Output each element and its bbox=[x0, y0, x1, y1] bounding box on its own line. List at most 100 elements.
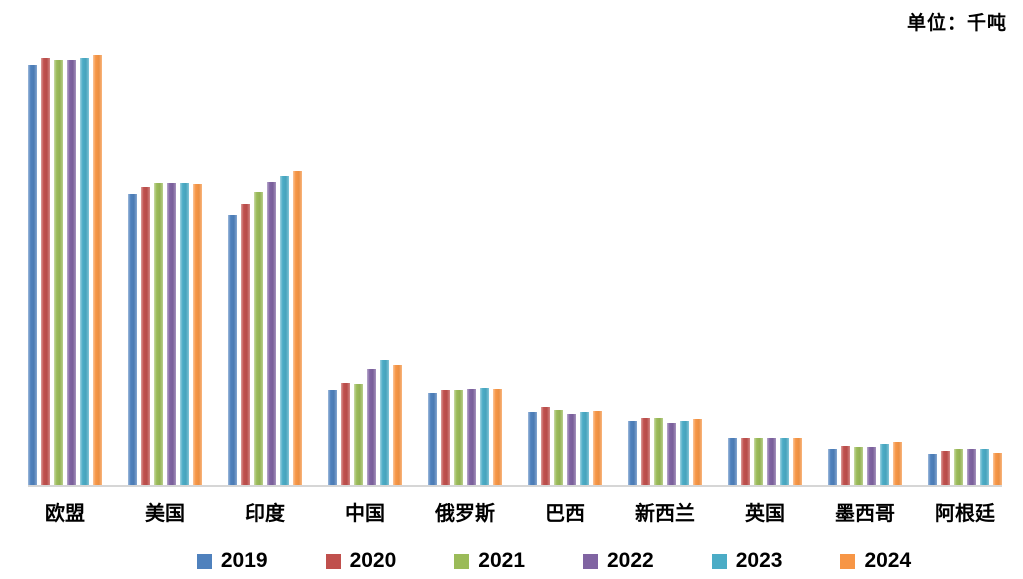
bar-2020 bbox=[441, 390, 450, 485]
bar-2019 bbox=[628, 421, 637, 485]
legend-swatch-icon bbox=[196, 553, 212, 569]
bar-group: 巴西 bbox=[528, 22, 602, 525]
bar-2024 bbox=[593, 411, 602, 485]
category-label: 阿根廷 bbox=[935, 503, 995, 525]
bar-group: 欧盟 bbox=[28, 22, 102, 525]
bar-2024 bbox=[893, 442, 902, 485]
bar-2023 bbox=[680, 421, 689, 485]
bar-group: 中国 bbox=[328, 22, 402, 525]
legend-label: 2024 bbox=[864, 549, 912, 572]
bar-2019 bbox=[828, 449, 837, 485]
legend-swatch-icon bbox=[325, 553, 341, 569]
bar-2024 bbox=[793, 438, 802, 485]
bar-2021 bbox=[654, 418, 663, 485]
category-label: 英国 bbox=[745, 503, 785, 525]
legend-item-2019: 2019 bbox=[196, 549, 268, 573]
bar-2023 bbox=[780, 438, 789, 485]
bar-2023 bbox=[480, 388, 489, 485]
category-label: 新西兰 bbox=[635, 503, 695, 525]
legend-swatch-icon bbox=[840, 553, 856, 569]
bar-2019 bbox=[328, 390, 337, 485]
category-label: 欧盟 bbox=[45, 503, 85, 525]
bar-2022 bbox=[567, 414, 576, 485]
bar-2023 bbox=[580, 412, 589, 485]
category-label: 巴西 bbox=[545, 503, 585, 525]
legend-item-2023: 2023 bbox=[711, 549, 783, 573]
bar-2022 bbox=[267, 182, 276, 485]
bar-2023 bbox=[380, 360, 389, 485]
legend-swatch-icon bbox=[583, 553, 598, 569]
bar-2022 bbox=[867, 447, 876, 485]
bar-2021 bbox=[54, 60, 63, 485]
bar-2020 bbox=[241, 204, 250, 485]
bar-2024 bbox=[993, 453, 1002, 485]
bar-2023 bbox=[80, 58, 89, 485]
bar-2022 bbox=[767, 438, 776, 485]
bar-2021 bbox=[854, 447, 863, 485]
legend-label: 2021 bbox=[478, 549, 525, 572]
bar-group: 俄罗斯 bbox=[428, 22, 502, 525]
bar-2023 bbox=[880, 444, 889, 485]
bar-2019 bbox=[228, 215, 237, 485]
bar-2020 bbox=[641, 418, 650, 485]
bar-group: 英国 bbox=[728, 22, 802, 525]
bar-2020 bbox=[341, 383, 350, 485]
bar-2019 bbox=[128, 194, 137, 485]
bar-2021 bbox=[454, 390, 463, 485]
bar-2022 bbox=[467, 389, 476, 485]
bar-2019 bbox=[28, 65, 37, 485]
bar-group: 墨西哥 bbox=[828, 22, 902, 525]
bar-2024 bbox=[493, 389, 502, 485]
bar-2022 bbox=[167, 183, 176, 485]
bar-2021 bbox=[254, 192, 263, 485]
bar-2020 bbox=[741, 438, 750, 485]
category-label: 墨西哥 bbox=[835, 503, 895, 525]
legend-label: 2019 bbox=[220, 549, 268, 572]
bar-2020 bbox=[41, 58, 50, 485]
category-label: 美国 bbox=[145, 503, 185, 525]
bar-2021 bbox=[754, 438, 763, 485]
legend-label: 2022 bbox=[607, 549, 654, 572]
bar-2024 bbox=[693, 419, 702, 485]
bar-2019 bbox=[428, 393, 437, 485]
bar-2021 bbox=[954, 449, 963, 485]
bar-2023 bbox=[980, 449, 989, 485]
legend-label: 2023 bbox=[735, 549, 783, 572]
legend: 2019 2020 2021 2022 2023 2024 bbox=[0, 549, 1023, 573]
legend-swatch-icon bbox=[711, 553, 727, 569]
bar-2021 bbox=[354, 384, 363, 485]
bar-2022 bbox=[967, 449, 976, 485]
plot-area: 欧盟 美国 印度 中国 俄罗斯 巴西 新西兰 英国 墨西哥 阿根廷 bbox=[28, 22, 1002, 525]
bar-2024 bbox=[393, 365, 402, 485]
category-label: 中国 bbox=[345, 503, 385, 525]
bar-group: 阿根廷 bbox=[928, 22, 1002, 525]
legend-swatch-icon bbox=[454, 553, 470, 569]
legend-item-2021: 2021 bbox=[454, 549, 525, 573]
legend-label: 2020 bbox=[349, 549, 397, 572]
bar-2024 bbox=[193, 184, 202, 485]
bar-group: 新西兰 bbox=[628, 22, 702, 525]
bar-2020 bbox=[141, 187, 150, 485]
bar-2022 bbox=[667, 423, 676, 485]
bar-2021 bbox=[154, 183, 163, 485]
category-label: 俄罗斯 bbox=[435, 503, 495, 525]
legend-item-2022: 2022 bbox=[583, 549, 654, 573]
bar-2024 bbox=[293, 171, 302, 485]
bar-2024 bbox=[93, 55, 102, 485]
category-label: 印度 bbox=[245, 503, 285, 525]
bar-2020 bbox=[941, 451, 950, 485]
legend-item-2024: 2024 bbox=[840, 549, 911, 573]
bar-2019 bbox=[728, 438, 737, 485]
bar-2022 bbox=[367, 369, 376, 485]
bar-2021 bbox=[554, 410, 563, 485]
bar-2019 bbox=[928, 454, 937, 485]
bar-2019 bbox=[528, 412, 537, 485]
bar-2020 bbox=[541, 407, 550, 485]
bar-group: 印度 bbox=[228, 22, 302, 525]
bar-2023 bbox=[280, 176, 289, 485]
legend-item-2020: 2020 bbox=[325, 549, 397, 573]
bar-group: 美国 bbox=[128, 22, 202, 525]
bar-2022 bbox=[67, 60, 76, 485]
bar-2023 bbox=[180, 183, 189, 485]
